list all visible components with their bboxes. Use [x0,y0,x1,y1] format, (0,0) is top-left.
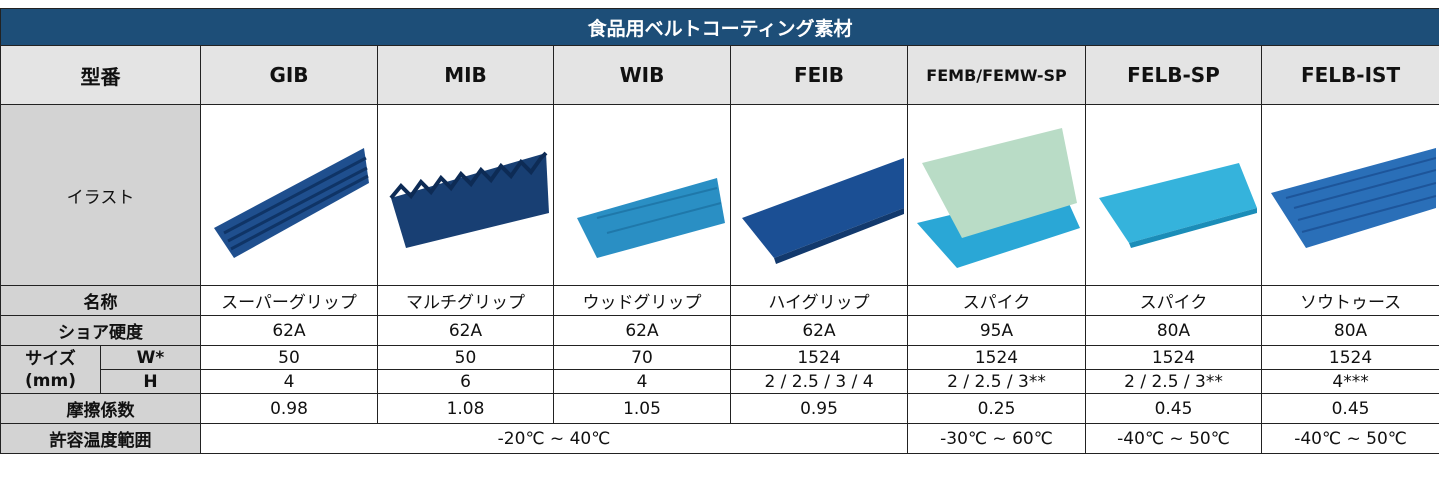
size-label: サイズ(mm) [1,346,101,394]
illustration [1086,105,1262,286]
header-cell: WIB [554,46,731,105]
cell: 4 [554,370,731,394]
cell: 6 [378,370,554,394]
cell: 4 [201,370,378,394]
cell: 1.05 [554,394,731,424]
cell: 62A [378,316,554,346]
illustration [378,105,554,286]
cell: -40℃ ~ 50℃ [1262,424,1439,454]
size-title: サイズ [1,348,100,370]
cell: 62A [554,316,731,346]
row-label: 摩擦係数 [1,394,201,424]
cell: 62A [731,316,908,346]
row-label: 許容温度範囲 [1,424,201,454]
cell: 1524 [1086,346,1262,370]
cell: 50 [378,346,554,370]
cell: ハイグリップ [731,286,908,316]
cell: 0.45 [1086,394,1262,424]
header-cell: FELB-IST [1262,46,1439,105]
header-cell: FELB-SP [1086,46,1262,105]
row-label: H [101,370,201,394]
cell: -30℃ ~ 60℃ [908,424,1086,454]
cell: 1.08 [378,394,554,424]
header-cell: MIB [378,46,554,105]
cell: 1524 [908,346,1086,370]
cell: 2 / 2.5 / 3** [908,370,1086,394]
page: 食品用ベルトコーティング素材 型番 GIB MIB WIB FEIB FEMB/… [0,8,1439,494]
row-label: イラスト [1,105,201,286]
row-label: 名称 [1,286,201,316]
cell: 80A [1086,316,1262,346]
header-cell: 型番 [1,46,201,105]
material-table: 食品用ベルトコーティング素材 型番 GIB MIB WIB FEIB FEMB/… [0,8,1439,454]
illustration [1262,105,1439,286]
illustration [201,105,378,286]
cell: 1524 [731,346,908,370]
size-unit: (mm) [1,370,100,392]
cell: ウッドグリップ [554,286,731,316]
cell: -40℃ ~ 50℃ [1086,424,1262,454]
cell: 62A [201,316,378,346]
header-cell: FEMB/FEMW-SP [908,46,1086,105]
cell: 80A [1262,316,1439,346]
cell: 95A [908,316,1086,346]
cell: マルチグリップ [378,286,554,316]
illustration [731,105,908,286]
cell: 0.98 [201,394,378,424]
header-cell: GIB [201,46,378,105]
cell: 4*** [1262,370,1439,394]
table-title: 食品用ベルトコーティング素材 [1,9,1439,46]
table-row: 許容温度範囲-20℃ ~ 40℃-30℃ ~ 60℃-40℃ ~ 50℃-40℃… [1,424,1439,454]
header-cell: FEIB [731,46,908,105]
cell: スパイク [1086,286,1262,316]
cell: スパイク [908,286,1086,316]
cell: ソウトゥース [1262,286,1439,316]
cell: 0.95 [731,394,908,424]
cell: 70 [554,346,731,370]
table-row: 名称スーパーグリップマルチグリップウッドグリップハイグリップスパイクスパイクソウ… [1,286,1439,316]
cell: 0.25 [908,394,1086,424]
row-label: W* [101,346,201,370]
illustration [554,105,731,286]
cell: 2 / 2.5 / 3** [1086,370,1262,394]
cell: 0.45 [1262,394,1439,424]
illustration [908,105,1086,286]
row-label: ショア硬度 [1,316,201,346]
cell: 2 / 2.5 / 3 / 4 [731,370,908,394]
cell: 1524 [1262,346,1439,370]
cell: 50 [201,346,378,370]
cell: スーパーグリップ [201,286,378,316]
cell: -20℃ ~ 40℃ [201,424,908,454]
